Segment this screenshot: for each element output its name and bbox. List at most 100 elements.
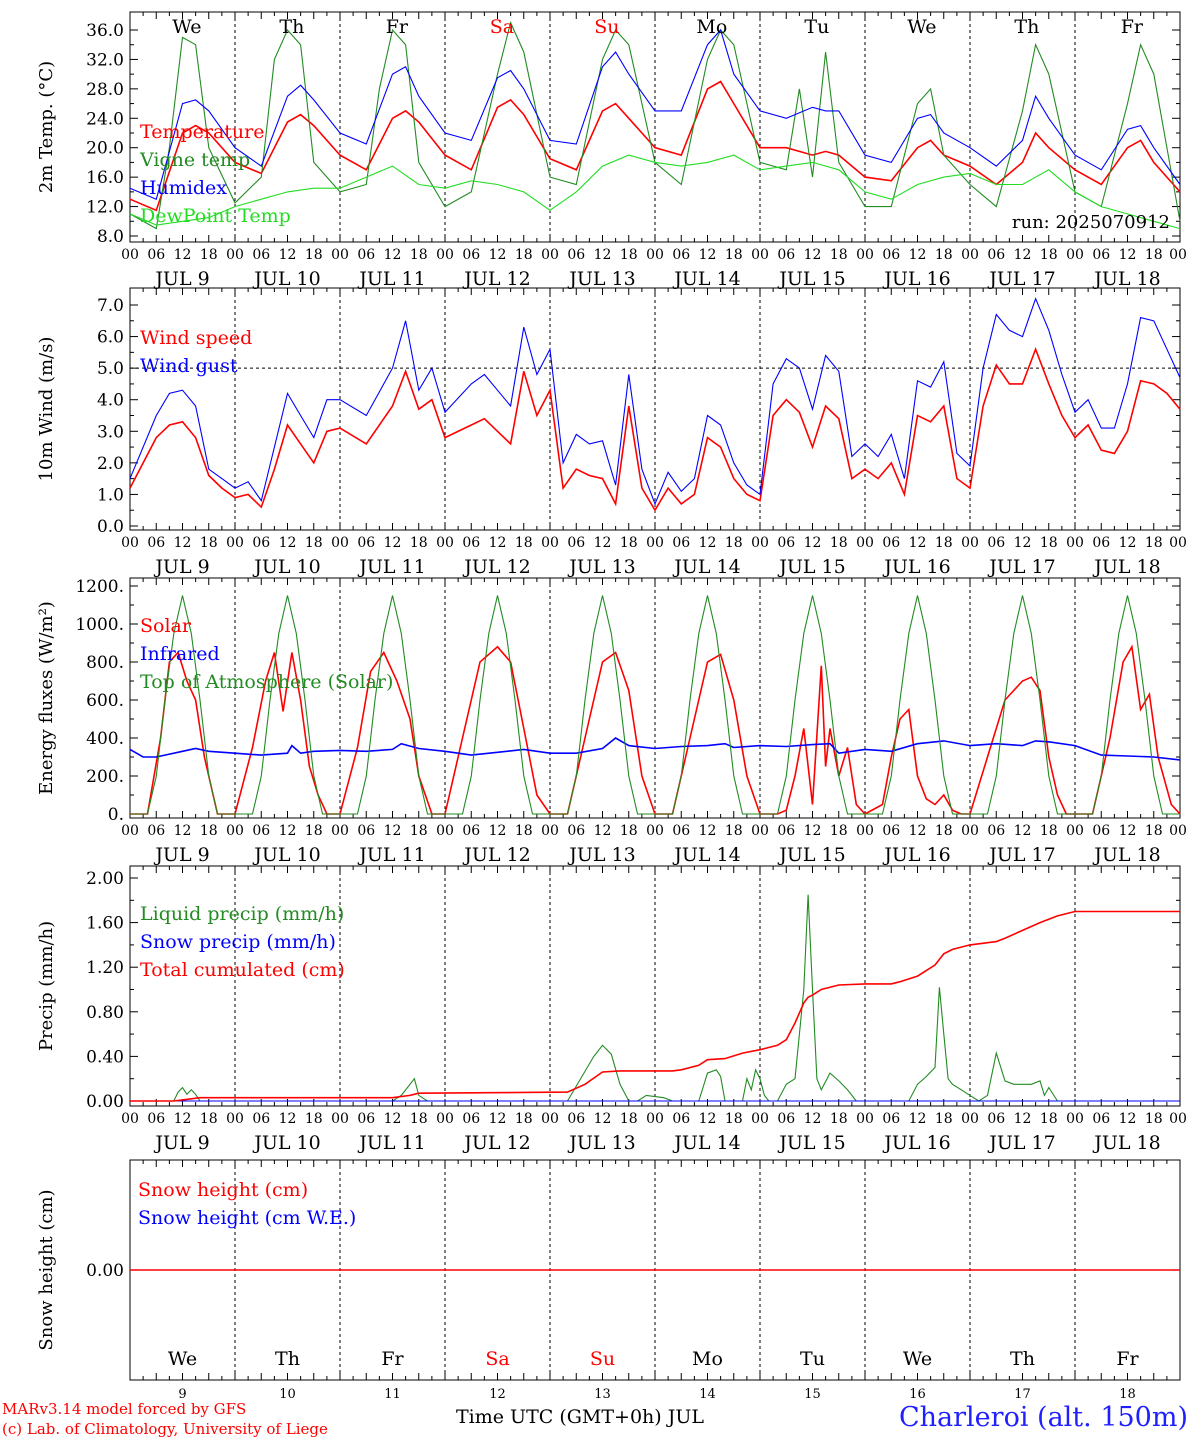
hour-tick-label: 00 <box>331 247 349 263</box>
date-label: JUL 17 <box>987 1132 1055 1154</box>
hour-tick-label: 18 <box>830 535 848 551</box>
hour-tick-label: 18 <box>515 823 533 839</box>
hour-tick-label: 06 <box>567 1111 585 1127</box>
hour-tick-label: 12 <box>1119 247 1137 263</box>
run-annotation: run: 2025070912 <box>1012 212 1170 233</box>
hour-tick-label: 06 <box>987 823 1005 839</box>
hour-tick-label: 12 <box>279 247 297 263</box>
y-axis-title: Snow height (cm) <box>36 1189 57 1350</box>
hour-tick-label: 12 <box>804 823 822 839</box>
hour-tick-label: 00 <box>121 535 139 551</box>
hour-tick-label: 18 <box>305 535 323 551</box>
panel-2: 0.0 1.0 2.0 3.0 4.0 5.0 6.0 7.0 10m Wind (m/s) Wi… <box>36 287 1187 578</box>
weekday-label: We <box>168 1348 197 1370</box>
hour-tick-label: 12 <box>699 1111 717 1127</box>
date-label: JUL 18 <box>1092 556 1160 578</box>
hour-tick-label: 18 <box>620 823 638 839</box>
date-label: JUL 14 <box>672 556 740 578</box>
hour-tick-label: 06 <box>882 1111 900 1127</box>
y-tick-label: 3.0 <box>97 422 124 442</box>
hour-tick-label: 12 <box>804 535 822 551</box>
hour-tick-label: 18 <box>200 535 218 551</box>
hour-tick-label: 12 <box>594 247 612 263</box>
date-label: JUL 16 <box>882 556 950 578</box>
hour-tick-label: 00 <box>646 823 664 839</box>
date-label: JUL 11 <box>357 1132 425 1154</box>
hour-tick-label: 06 <box>777 823 795 839</box>
hour-tick-label: 12 <box>1014 247 1032 263</box>
weekday-label: We <box>172 16 201 38</box>
y-tick-label: 0.40 <box>86 1047 124 1067</box>
hour-tick-label: 06 <box>1092 247 1110 263</box>
hour-tick-label: 00 <box>331 1111 349 1127</box>
date-label: JUL 14 <box>672 844 740 866</box>
hour-tick-label: 12 <box>279 535 297 551</box>
date-label: JUL 11 <box>357 268 425 290</box>
date-label: JUL 18 <box>1092 844 1160 866</box>
day-number-label: 17 <box>1014 1387 1031 1402</box>
hour-tick-label: 00 <box>226 247 244 263</box>
legend-entry: Snow height (cm W.E.) <box>138 1207 356 1229</box>
day-number-label: 16 <box>909 1387 926 1402</box>
hour-tick-label: 12 <box>384 535 402 551</box>
hour-tick-label: 12 <box>699 535 717 551</box>
date-label: JUL 13 <box>567 556 635 578</box>
hour-tick-label: 18 <box>725 1111 743 1127</box>
hour-tick-label: 18 <box>725 823 743 839</box>
hour-tick-label: 06 <box>252 823 270 839</box>
y-tick-label: 1000. <box>75 615 124 635</box>
weekday-label: Su <box>594 16 619 38</box>
hour-tick-label: 12 <box>174 535 192 551</box>
hour-tick-label: 18 <box>200 823 218 839</box>
y-tick-label: 1200. <box>75 577 124 597</box>
hour-tick-label: 00 <box>751 535 769 551</box>
date-label: JUL 12 <box>462 556 530 578</box>
legend-entry: Wind gust <box>140 355 238 377</box>
hour-tick-label: 12 <box>279 823 297 839</box>
weekday-label: Mo <box>692 1348 723 1370</box>
hour-tick-label: 12 <box>489 247 507 263</box>
hour-tick-label: 00 <box>226 823 244 839</box>
hour-tick-label: 06 <box>147 247 165 263</box>
hour-tick-label: 12 <box>489 535 507 551</box>
hour-tick-label: 00 <box>646 535 664 551</box>
y-tick-label: 4.0 <box>97 391 124 411</box>
date-label: JUL 10 <box>252 268 320 290</box>
hour-tick-label: 18 <box>410 535 428 551</box>
hour-tick-label: 06 <box>672 535 690 551</box>
legend-entry: Total cumulated (cm) <box>140 959 345 981</box>
hour-tick-label: 00 <box>436 823 454 839</box>
date-label: JUL 14 <box>672 1132 740 1154</box>
legend-entry: Temperature <box>140 121 264 143</box>
date-label: JUL 17 <box>987 556 1055 578</box>
hour-tick-label: 12 <box>909 535 927 551</box>
hour-tick-label: 12 <box>909 1111 927 1127</box>
legend-entry: Snow height (cm) <box>138 1179 308 1201</box>
day-number-label: 9 <box>178 1387 186 1402</box>
weekday-label: Sa <box>490 16 514 38</box>
series-line-solar <box>130 644 1181 816</box>
hour-tick-label: 00 <box>961 1111 979 1127</box>
y-tick-label: 600. <box>86 691 124 711</box>
hour-tick-label: 12 <box>594 535 612 551</box>
hour-tick-label: 12 <box>699 247 717 263</box>
hour-tick-label: 12 <box>1014 1111 1032 1127</box>
hour-tick-label: 18 <box>1040 1111 1058 1127</box>
hour-tick-label: 06 <box>252 1111 270 1127</box>
date-label: JUL 17 <box>987 844 1055 866</box>
hour-tick-label: 06 <box>462 1111 480 1127</box>
hour-tick-label: 00 <box>436 1111 454 1127</box>
location-label: Charleroi (alt. 150m) <box>899 1402 1188 1433</box>
hour-tick-label: 18 <box>1040 247 1058 263</box>
date-label: JUL 12 <box>462 268 530 290</box>
y-tick-label: 0.0 <box>97 517 124 537</box>
hour-tick-label: 06 <box>357 823 375 839</box>
hour-tick-label: 06 <box>462 823 480 839</box>
hour-tick-label: 18 <box>305 823 323 839</box>
hour-tick-label: 12 <box>384 1111 402 1127</box>
hour-tick-label: 06 <box>987 1111 1005 1127</box>
hour-tick-label: 00 <box>961 823 979 839</box>
series-line-dewpoint-temp <box>129 154 1181 230</box>
weekday-label: Fr <box>1116 1348 1139 1370</box>
weekday-label: We <box>907 16 936 38</box>
